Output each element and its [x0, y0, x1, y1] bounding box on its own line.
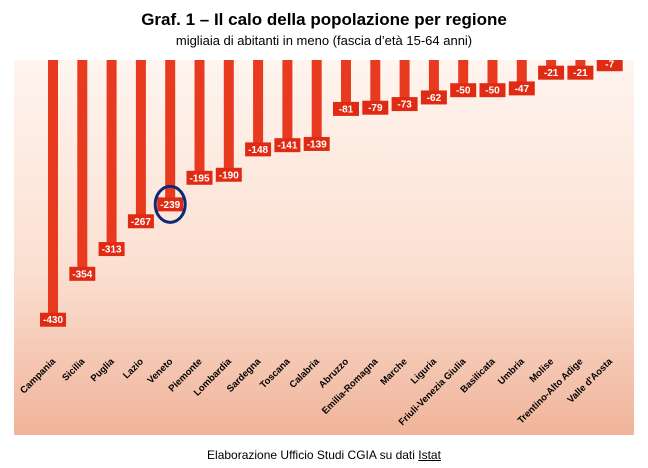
value-label-veneto: -239 — [160, 200, 180, 211]
value-label-umbria: -47 — [515, 84, 530, 95]
value-label-box-molise — [538, 65, 565, 80]
category-label-sicilia: Sicilia — [60, 356, 88, 384]
value-label-toscana: -141 — [277, 141, 297, 152]
category-label-emilia-romagna: Emilia-Romagna — [320, 356, 381, 417]
chart-title: Graf. 1 – Il calo della popolazione per … — [141, 10, 507, 29]
value-label-molise: -21 — [544, 68, 559, 79]
chart-subtitle: migliaia di abitanti in meno (fascia d’e… — [175, 33, 473, 48]
source-note: Elaborazione Ufficio Studi CGIA su dati … — [0, 448, 648, 462]
value-label-box-sicilia — [69, 266, 96, 281]
value-label-trentino-alto-adige: -21 — [573, 68, 588, 79]
category-label-umbria: Umbria — [496, 356, 527, 387]
value-label-valle-d-aosta: -7 — [605, 60, 614, 71]
bar-puglia — [106, 60, 117, 250]
source-prefix: Elaborazione Ufficio Studi CGIA su dati — [207, 448, 419, 462]
value-label-box-veneto — [157, 197, 184, 212]
value-label-piemonte: -195 — [189, 173, 209, 184]
category-label-toscana: Toscana — [258, 356, 293, 391]
bar-veneto — [165, 60, 176, 205]
category-label-molise: Molise — [528, 356, 557, 385]
bar-calabria — [311, 60, 322, 144]
value-label-abruzzo: -81 — [339, 104, 354, 115]
bar-sicilia — [77, 60, 88, 274]
category-label-calabria: Calabria — [288, 356, 323, 391]
bar-campania — [48, 60, 58, 320]
value-label-sardegna: -148 — [248, 145, 268, 156]
value-label-box-basilicata — [479, 83, 506, 98]
value-label-box-marche — [391, 97, 418, 112]
value-label-liguria: -62 — [427, 93, 442, 104]
bar-lazio — [135, 60, 146, 222]
value-label-emilia-romagna: -79 — [368, 103, 383, 114]
bar-toscana — [282, 60, 293, 146]
category-label-campania: Campania — [18, 356, 58, 396]
category-label-lazio: Lazio — [121, 356, 146, 381]
category-label-puglia: Puglia — [89, 356, 117, 384]
value-label-box-abruzzo — [333, 101, 359, 116]
value-label-lombardia: -190 — [219, 170, 239, 181]
value-label-box-calabria — [303, 136, 330, 151]
source-link[interactable]: Istat — [418, 448, 441, 462]
value-label-sicilia: -354 — [72, 269, 92, 280]
value-label-box-sardegna — [245, 142, 272, 157]
bar-lombardia — [223, 60, 234, 175]
category-label-marche: Marche — [378, 356, 409, 387]
bar-emilia-romagna — [370, 60, 381, 108]
bar-umbria — [516, 60, 527, 89]
bar-friuli-venezia-giulia — [458, 60, 469, 91]
bar-chart: -430 Campania -354 Sicilia -313 Puglia -267 Laz… — [18, 60, 623, 428]
value-label-calabria: -139 — [307, 139, 327, 150]
value-label-lazio: -267 — [131, 217, 151, 228]
value-label-friuli-venezia-giulia: -50 — [456, 86, 471, 97]
highlight-circle — [153, 184, 187, 224]
value-label-box-umbria — [508, 81, 535, 96]
bar-sardegna — [253, 60, 264, 150]
bar-marche — [399, 60, 410, 105]
value-label-marche: -73 — [397, 100, 412, 111]
value-label-basilicata: -50 — [485, 86, 500, 97]
value-label-box-trentino-alto-adige — [567, 65, 594, 80]
value-label-box-campania — [40, 312, 66, 327]
bar-liguria — [428, 60, 439, 98]
value-label-box-lazio — [127, 214, 154, 229]
value-label-box-lombardia — [215, 167, 242, 182]
value-label-box-piemonte — [186, 170, 213, 185]
bar-piemonte — [194, 60, 205, 178]
value-label-box-puglia — [98, 242, 125, 257]
value-label-box-toscana — [274, 138, 301, 153]
value-label-box-valle-d-aosta — [596, 60, 623, 72]
bar-basilicata — [487, 60, 498, 91]
value-label-box-liguria — [420, 90, 447, 105]
bar-abruzzo — [341, 60, 351, 109]
value-label-campania: -430 — [43, 315, 63, 326]
value-label-box-emilia-romagna — [362, 100, 389, 115]
value-label-puglia: -313 — [102, 245, 122, 256]
value-label-box-friuli-venezia-giulia — [450, 83, 477, 98]
